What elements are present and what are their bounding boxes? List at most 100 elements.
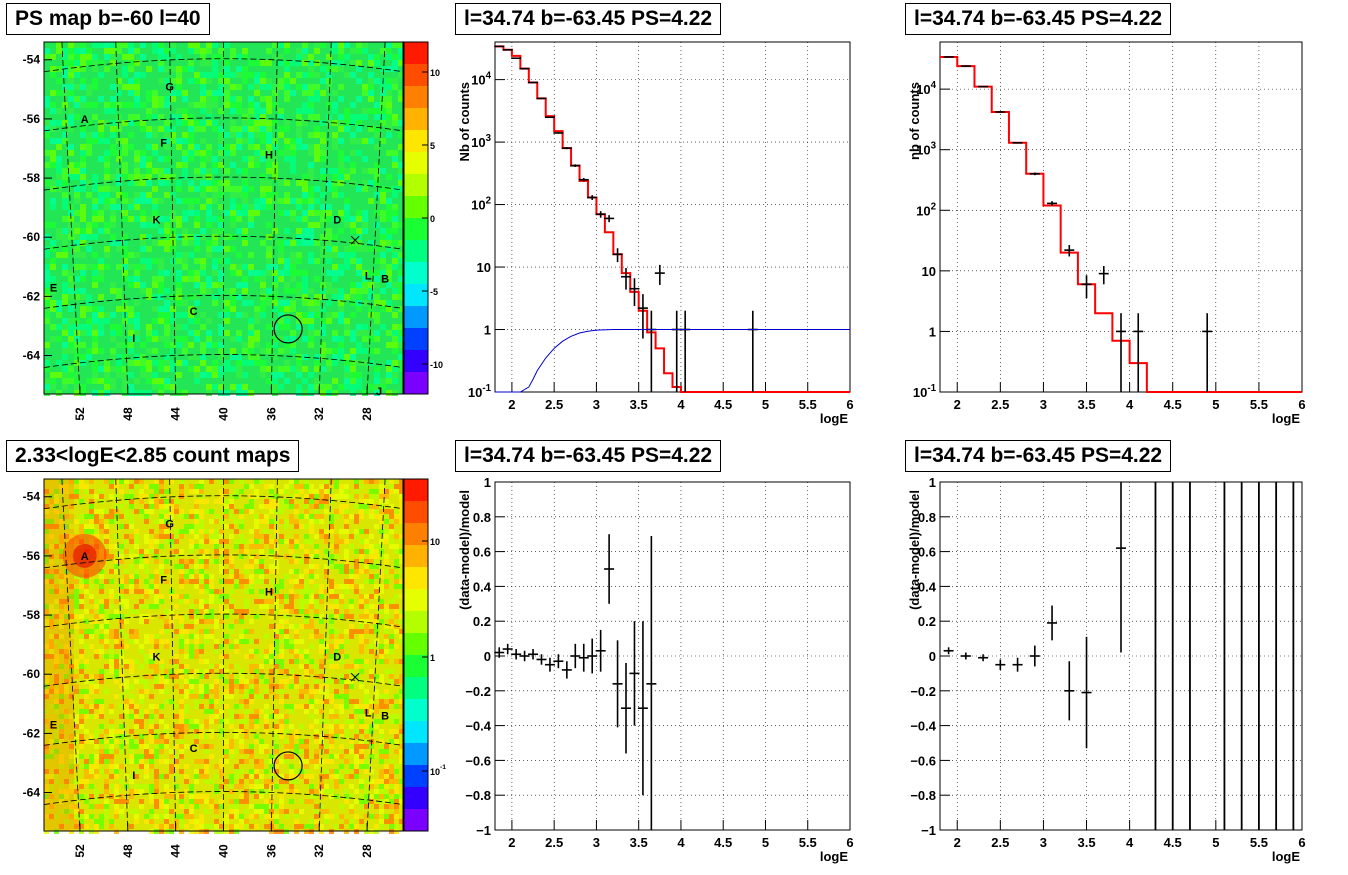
tick-label: 36 [264,844,278,858]
tick-label: 102 [471,196,491,213]
panel-spectrum-coarse: l=34.74 b=-63.45 PS=4.22 2 2.5 3 3.5 4 4.5 5 5.… [900,0,1348,435]
tick-label: 32 [312,844,326,858]
source-label: E [50,720,57,732]
tick-label: 3 [593,835,600,850]
tick-label: 1 [929,475,936,490]
colorbar-segment [404,699,428,722]
tick-label: -62 [23,726,41,740]
colorbar-segment [404,86,428,109]
cross-marker [350,235,360,245]
tick-label: 2.5 [991,835,1009,850]
colorbar-segment [404,328,428,351]
panel-spectrum-fine: l=34.74 b=-63.45 PS=4.22 2 2.5 3 3.5 4 4.5 5 5.… [450,0,890,435]
colorbar-segment [404,174,428,197]
grid-meridian [61,478,81,832]
colorbar-segment [404,130,428,153]
tick-label: −1 [476,823,491,838]
colorbar-segment [404,306,428,329]
source-label: G [165,81,174,93]
grid-parallel [43,58,404,73]
tick-label: 4 [677,835,685,850]
source-label: A [81,551,89,563]
tick-label: -60 [23,667,41,681]
spectrum-plot: 2 2.5 3 3.5 4 4.5 5 5.5 610410310210110-1logEnb … [907,41,1306,426]
tick-label: −1 [921,823,936,838]
tick-label: 48 [121,844,135,858]
colorbar-segment [404,108,428,131]
tick-label: 4 [677,397,685,412]
source-label: F [160,575,167,587]
tick-label: 4 [1126,397,1134,412]
tick-label: 1 [929,324,936,339]
tick-label: 6 [1298,397,1305,412]
source-label: E [50,283,57,295]
map-edge-tint [44,479,74,831]
source-label: I [132,770,135,782]
tick-label: -64 [23,786,41,800]
tick-label: 6 [846,835,853,850]
grid-meridian [115,478,129,832]
source-label: L [365,271,372,283]
tick-label: 32 [312,407,326,421]
residual-plot: 2 2.5 3 3.5 4 4.5 5 5.5 6 1 0.8 0.6 0.4 0.2 0 −0.2 −0.4 −… [457,475,854,864]
grid-meridian [318,41,332,395]
y-axis-label: Nb of counts [457,82,472,161]
source-label: B [381,711,389,723]
plot-frame [494,481,851,831]
tick-label: 2 [954,835,961,850]
tick-label: -56 [23,549,41,563]
tick-label: 4 [1126,835,1134,850]
tick-label: 1 [430,653,435,663]
tick-label: 40 [217,407,231,421]
colorbar-segment [404,655,428,678]
tick-label: -58 [23,171,41,185]
tick-label: −0.4 [465,719,491,734]
tick-label: 0 [430,214,435,224]
colorbar-segment [404,350,428,373]
grid-meridian [169,41,177,395]
source-label: H [265,149,273,161]
tick-label: 5.5 [799,835,817,850]
source-label: H [265,586,273,598]
tick-label: -56 [23,112,41,126]
tick-label: 44 [169,844,183,858]
colorbar-segment [404,64,428,87]
colorbar-segment [404,765,428,788]
tick-label: -5 [430,287,438,297]
coordinate-grid [43,41,404,395]
colorbar-segment [404,152,428,175]
tick-label: 10 [922,264,936,279]
panel-title: 2.33<logE<2.85 count maps [6,440,300,472]
tick-label: 10-1 [468,383,492,400]
tick-label: 3 [1040,835,1047,850]
tick-label: 10 [430,68,440,78]
tick-label: 4.5 [714,397,732,412]
colorbar-segment [404,721,428,744]
map-pixels [44,479,404,834]
tick-label: 2 [508,397,515,412]
colorbar-frame [403,478,429,832]
sky-map-plot: G A F H K D L B E C I -54 -56 -58 -60 -62 -64 52 48 44 40 36 3… [23,478,446,858]
y-axis-label: (data-model)/model [907,490,922,610]
colorbar-segment [404,677,428,700]
tick-label: 3 [593,397,600,412]
tick-label: 104 [916,80,936,97]
colorbar-segment [404,611,428,634]
tick-label: −0.6 [465,753,491,768]
plot-frame [494,41,851,393]
tick-label: 104 [471,71,491,88]
grid-meridian [61,41,81,395]
colorbar-segment [404,218,428,241]
tick-label: 0.2 [473,614,491,629]
x-axis-label: logE [1272,849,1300,864]
tick-label: 3.5 [1077,835,1095,850]
cross-marker [350,672,360,682]
tick-label: 1 [484,323,491,338]
y-axis-label: (data-model)/model [457,490,472,610]
tick-label: 2.5 [545,397,563,412]
tick-label: −0.6 [910,753,936,768]
source-label: I [132,333,135,345]
grid-meridian [270,478,278,832]
x-axis-label: logE [1272,411,1300,426]
tick-label: −0.4 [910,719,936,734]
